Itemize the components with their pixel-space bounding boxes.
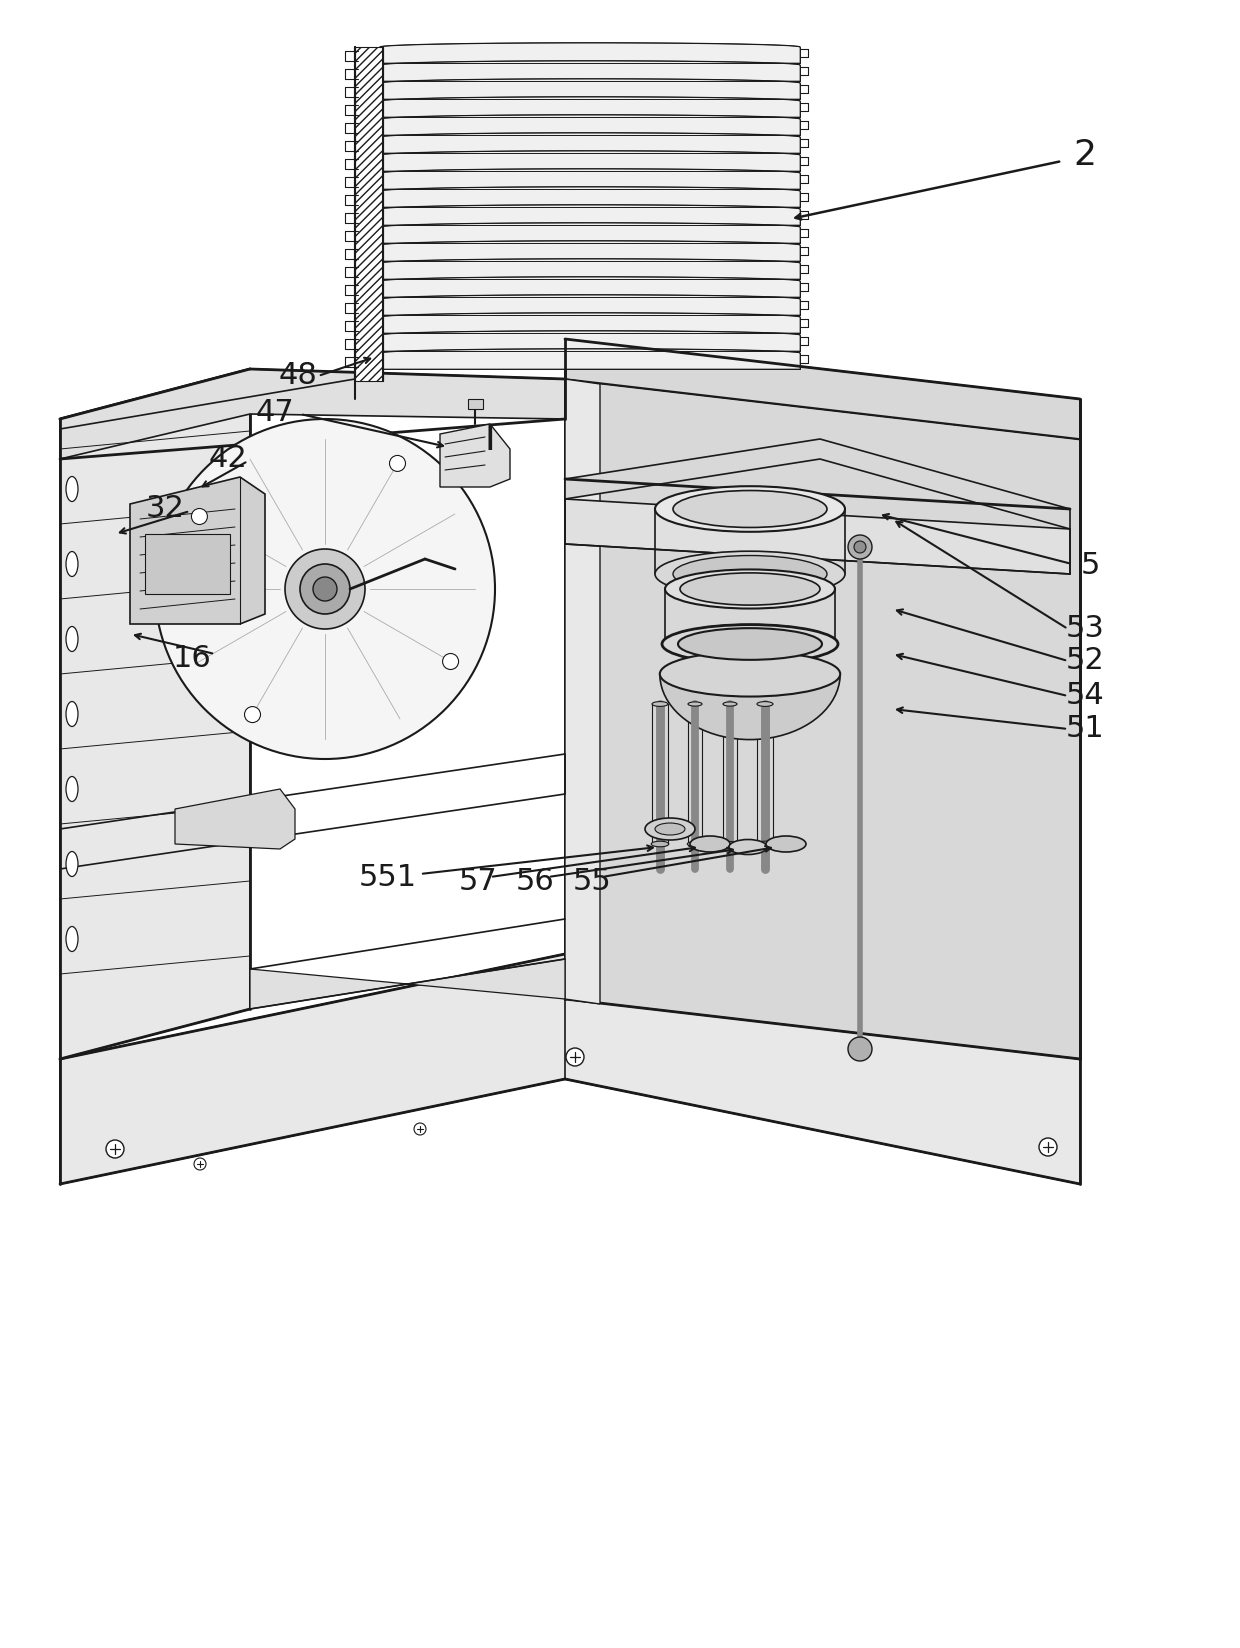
Ellipse shape <box>673 555 827 593</box>
Polygon shape <box>379 242 800 262</box>
Circle shape <box>244 707 260 723</box>
Polygon shape <box>379 44 800 64</box>
Ellipse shape <box>66 926 78 953</box>
Ellipse shape <box>689 837 730 852</box>
Text: 2: 2 <box>1074 138 1096 171</box>
Ellipse shape <box>66 628 78 653</box>
Ellipse shape <box>655 486 844 532</box>
Text: I: I <box>485 424 495 456</box>
Ellipse shape <box>722 842 738 847</box>
Ellipse shape <box>665 570 835 610</box>
Text: 57: 57 <box>459 867 497 897</box>
Circle shape <box>191 509 207 526</box>
Polygon shape <box>379 152 800 171</box>
Polygon shape <box>60 954 1080 1185</box>
Circle shape <box>1039 1139 1056 1157</box>
Ellipse shape <box>756 702 773 707</box>
Polygon shape <box>379 295 800 316</box>
Circle shape <box>105 1140 124 1159</box>
Polygon shape <box>379 133 800 153</box>
Ellipse shape <box>66 478 78 503</box>
Text: 51: 51 <box>1065 714 1105 742</box>
Ellipse shape <box>662 625 838 664</box>
Circle shape <box>443 654 459 671</box>
Polygon shape <box>379 224 800 244</box>
Polygon shape <box>565 379 1080 1060</box>
Ellipse shape <box>645 819 694 840</box>
Ellipse shape <box>680 574 820 606</box>
Ellipse shape <box>66 702 78 727</box>
Bar <box>145 534 229 595</box>
Polygon shape <box>379 61 800 82</box>
Text: 47: 47 <box>255 397 294 427</box>
Polygon shape <box>130 478 265 625</box>
Polygon shape <box>379 97 800 119</box>
Ellipse shape <box>652 702 668 707</box>
Circle shape <box>565 1048 584 1066</box>
Circle shape <box>300 565 350 615</box>
Text: 42: 42 <box>208 443 247 473</box>
Polygon shape <box>565 339 1080 440</box>
Ellipse shape <box>66 552 78 577</box>
Ellipse shape <box>756 842 774 847</box>
Text: 48: 48 <box>279 361 317 389</box>
Circle shape <box>848 1037 872 1061</box>
Ellipse shape <box>665 625 835 664</box>
Ellipse shape <box>660 653 841 697</box>
Polygon shape <box>60 369 565 460</box>
Ellipse shape <box>687 842 703 847</box>
Polygon shape <box>175 789 295 849</box>
Circle shape <box>155 420 495 760</box>
Text: 55: 55 <box>573 867 611 897</box>
Circle shape <box>285 550 365 630</box>
Bar <box>467 400 484 410</box>
Polygon shape <box>379 277 800 298</box>
Circle shape <box>193 1159 206 1170</box>
Bar <box>355 48 383 382</box>
Text: 56: 56 <box>516 867 554 897</box>
Polygon shape <box>660 674 841 740</box>
Circle shape <box>848 536 872 560</box>
Ellipse shape <box>723 702 737 707</box>
Polygon shape <box>250 959 565 1009</box>
Ellipse shape <box>655 824 684 836</box>
Circle shape <box>389 456 405 471</box>
Polygon shape <box>565 379 600 1004</box>
Polygon shape <box>440 425 510 488</box>
Ellipse shape <box>66 776 78 803</box>
Ellipse shape <box>678 630 822 661</box>
Circle shape <box>414 1124 427 1135</box>
Polygon shape <box>379 188 800 208</box>
Ellipse shape <box>655 552 844 598</box>
Ellipse shape <box>651 842 668 847</box>
Text: 53: 53 <box>1065 613 1105 643</box>
Polygon shape <box>379 349 800 369</box>
Text: 551: 551 <box>358 864 417 892</box>
Polygon shape <box>60 954 1080 1185</box>
Polygon shape <box>379 206 800 226</box>
Polygon shape <box>379 115 800 135</box>
Text: 32: 32 <box>145 493 185 522</box>
Ellipse shape <box>766 837 806 852</box>
Ellipse shape <box>673 491 827 527</box>
Polygon shape <box>565 440 1070 529</box>
Ellipse shape <box>688 702 702 707</box>
Polygon shape <box>379 313 800 335</box>
Text: 54: 54 <box>1065 681 1105 709</box>
Polygon shape <box>379 79 800 101</box>
Polygon shape <box>379 260 800 280</box>
Text: 16: 16 <box>172 643 211 672</box>
Polygon shape <box>379 170 800 190</box>
Polygon shape <box>565 499 1070 575</box>
Circle shape <box>854 542 866 554</box>
Polygon shape <box>379 331 800 351</box>
Text: 5: 5 <box>1080 550 1100 578</box>
Text: 52: 52 <box>1065 644 1105 674</box>
Circle shape <box>312 578 337 602</box>
Ellipse shape <box>66 852 78 877</box>
Ellipse shape <box>729 840 768 855</box>
Polygon shape <box>60 369 250 1060</box>
